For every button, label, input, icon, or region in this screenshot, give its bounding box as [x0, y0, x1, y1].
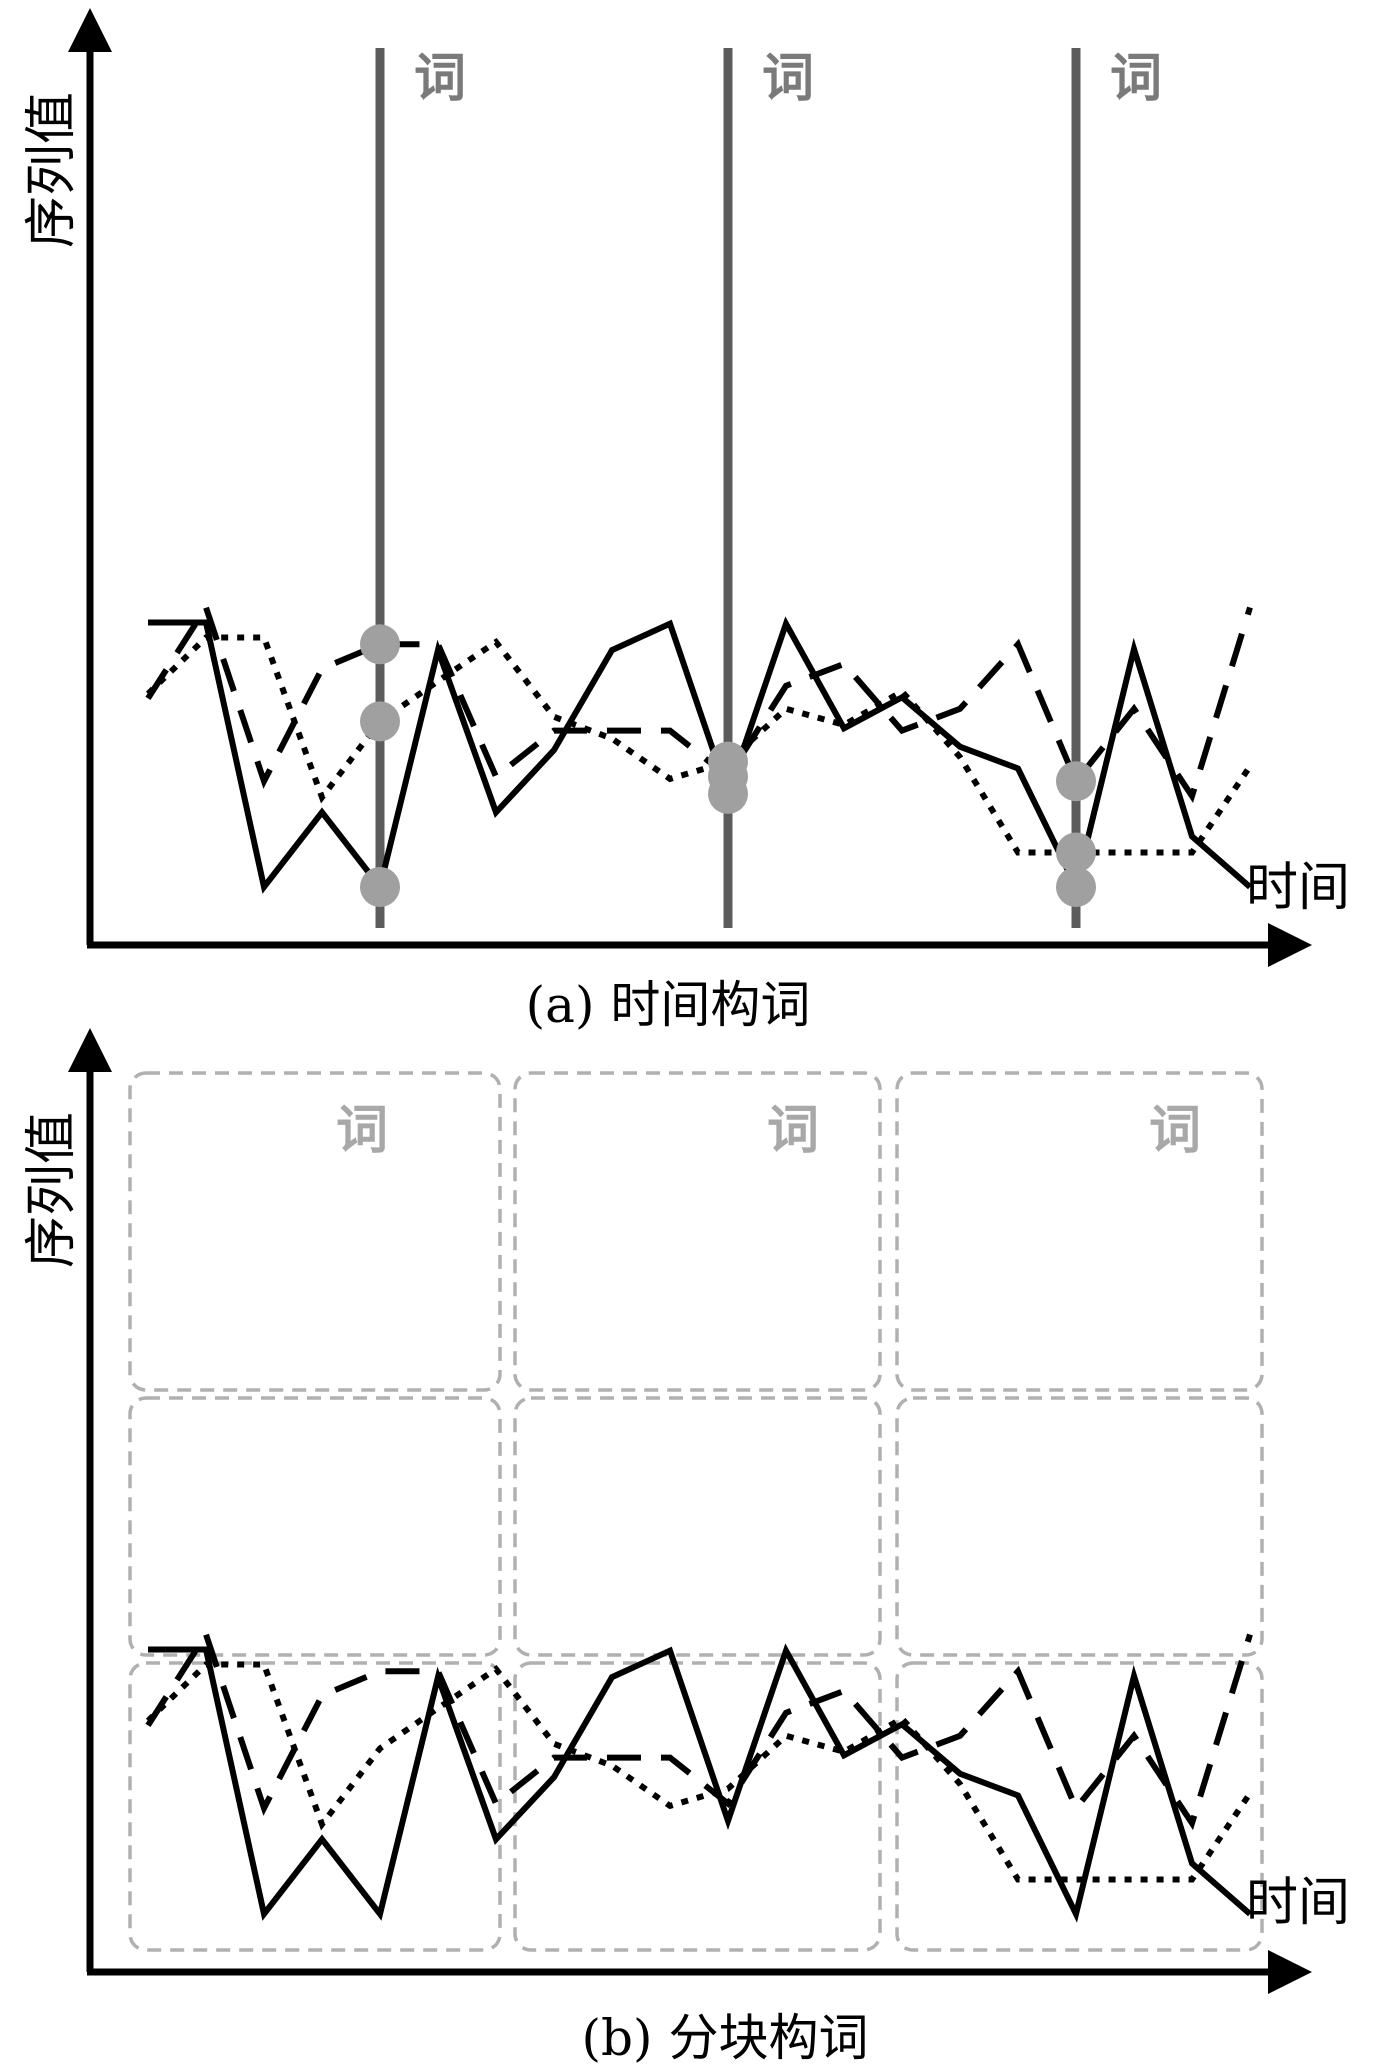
word-label-2: 词 — [767, 1101, 819, 1161]
x-axis-arrow — [1268, 923, 1312, 967]
x-axis-label: 时间 — [1246, 858, 1350, 918]
axes — [68, 1028, 1312, 1994]
y-axis-arrow — [68, 1028, 112, 1072]
block-r3-c2 — [513, 1661, 882, 1952]
block-r2-c1 — [128, 1396, 502, 1657]
word-label-3: 词 — [1149, 1101, 1201, 1161]
panel-b-block-word: 词 词 词 序列值 时间 (b) 分块构词 — [22, 1028, 1350, 2067]
sample-point-solid-1 — [360, 867, 400, 907]
axes — [68, 8, 1312, 967]
panel-a-time-word: 词 词 词 序列值 时间 (a) 时间构词 — [22, 8, 1350, 1034]
panel-b-caption: (b) 分块构词 — [582, 2009, 869, 2067]
block-r1-c1 — [128, 1071, 502, 1392]
sample-point-dashed-3 — [1056, 761, 1096, 802]
series-dashed-line — [145, 600, 1253, 804]
sample-point-dotted-1 — [360, 701, 400, 742]
block-r1-c3 — [895, 1071, 1264, 1392]
block-r2-c2 — [513, 1396, 882, 1657]
series-dotted-line — [145, 1661, 1253, 1883]
sample-point-dashed-1 — [360, 624, 400, 665]
y-axis-label: 序列值 — [22, 1112, 82, 1268]
block-r3-c3 — [895, 1661, 1264, 1952]
block-r3-c1 — [128, 1661, 502, 1952]
word-label-2: 词 — [762, 49, 814, 109]
word-labels: 词词词 — [336, 1101, 1201, 1161]
sample-point-solid-3 — [1056, 867, 1096, 907]
sample-points — [360, 624, 1096, 907]
series-lines — [145, 1627, 1253, 1923]
word-label-3: 词 — [1110, 49, 1162, 109]
word-labels: 词词词 — [414, 49, 1162, 109]
panel-a-caption: (a) 时间构词 — [526, 976, 811, 1034]
block-grid — [128, 1071, 1264, 1952]
sample-point-solid-2 — [708, 773, 748, 814]
x-axis-label: 时间 — [1246, 1873, 1350, 1933]
block-r2-c3 — [895, 1396, 1264, 1657]
sample-point-dotted-3 — [1056, 832, 1096, 873]
y-axis-label: 序列值 — [22, 92, 82, 248]
word-label-1: 词 — [336, 1101, 388, 1161]
series-dashed-line — [145, 1627, 1253, 1831]
y-axis-arrow — [68, 8, 112, 52]
series-solid-line — [148, 1643, 1252, 1923]
x-axis-arrow — [1268, 1950, 1312, 1994]
word-label-1: 词 — [414, 49, 466, 109]
block-r1-c2 — [513, 1071, 882, 1392]
